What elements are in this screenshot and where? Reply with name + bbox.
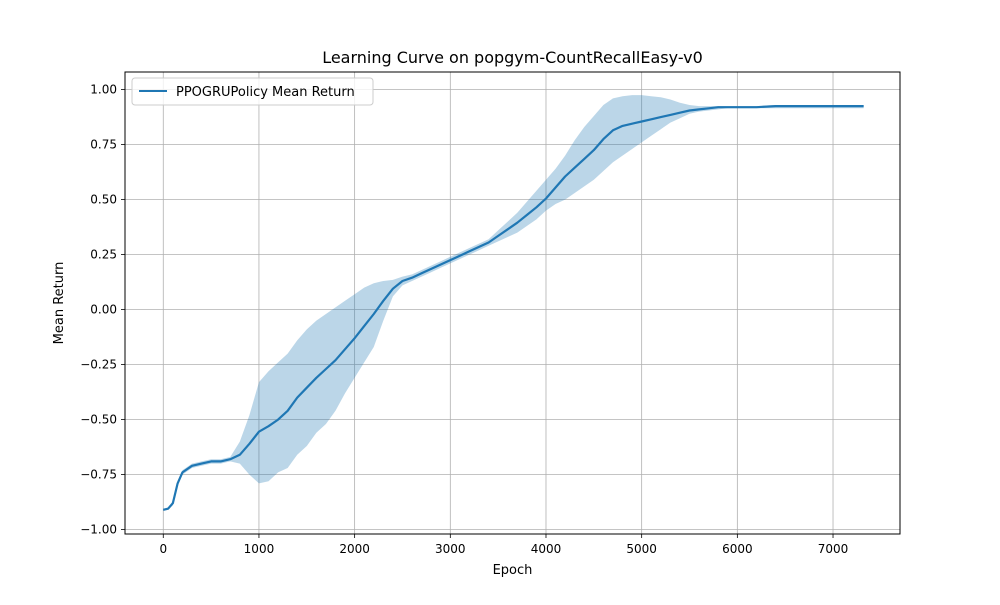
y-axis-ticks: −1.00 −0.75 −0.50 −0.25 0.00 0.25 0.50 0.75 1.00	[80, 83, 125, 537]
y-tick-label: 0.25	[90, 248, 117, 262]
y-tick-label: −0.25	[80, 358, 117, 372]
grid-lines	[125, 72, 900, 534]
x-axis-ticks: 0 1000 2000 3000 4000 5000 6000 7000	[159, 534, 848, 556]
chart-title: Learning Curve on popgym-CountRecallEasy…	[322, 48, 703, 67]
x-tick-label: 1000	[244, 542, 275, 556]
y-axis-label: Mean Return	[52, 262, 67, 345]
y-tick-label: 0.00	[90, 303, 117, 317]
plot-area-frame	[124, 71, 901, 535]
x-tick-label: 0	[159, 542, 167, 556]
x-tick-label: 4000	[531, 542, 562, 556]
legend-box	[131, 77, 374, 106]
legend: PPOGRUPolicy Mean Return	[131, 77, 374, 106]
legend-entry-label: PPOGRUPolicy Mean Return	[176, 85, 355, 100]
x-axis-label: Epoch	[493, 563, 533, 578]
y-tick-label: −0.50	[80, 413, 117, 427]
mean-return-line	[163, 104, 864, 511]
y-tick-label: 0.50	[90, 193, 117, 207]
y-tick-label: −0.75	[80, 468, 117, 482]
x-tick-label: 3000	[435, 542, 466, 556]
x-tick-label: 5000	[626, 542, 657, 556]
series-line-layer	[163, 104, 864, 511]
y-tick-label: 0.75	[90, 138, 117, 152]
x-tick-label: 6000	[722, 542, 753, 556]
x-tick-label: 7000	[818, 542, 849, 556]
x-tick-label: 2000	[339, 542, 370, 556]
y-tick-label: −1.00	[80, 523, 117, 537]
y-tick-label: 1.00	[90, 83, 117, 97]
